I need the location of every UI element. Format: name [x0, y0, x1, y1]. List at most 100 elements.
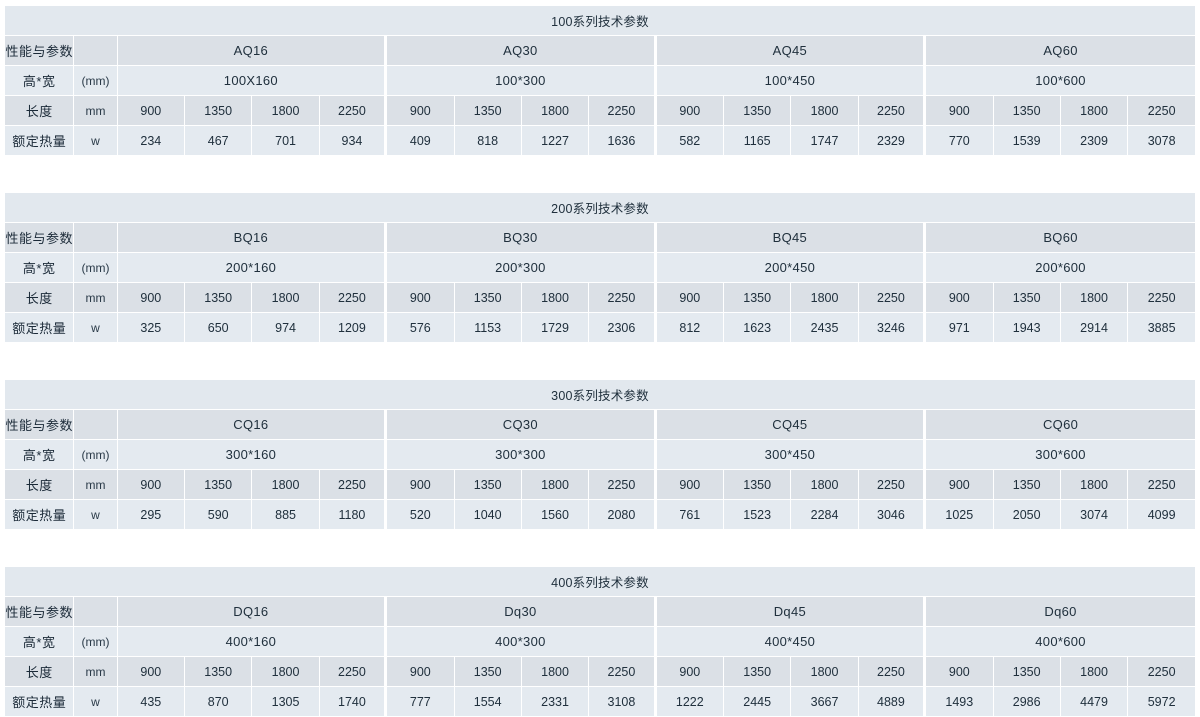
size-value: 100*600	[926, 66, 1195, 95]
row-unit-performance	[74, 410, 117, 439]
heat-value: 812	[656, 313, 723, 342]
row-unit-heat: w	[74, 126, 117, 155]
length-value: 900	[387, 283, 454, 312]
length-value: 900	[656, 96, 723, 125]
size-value: 400*450	[656, 627, 926, 656]
length-value: 2250	[589, 470, 656, 499]
heat-value: 3246	[858, 313, 926, 342]
row-label-heat: 额定热量	[5, 313, 74, 342]
length-value: 900	[926, 657, 993, 686]
heat-value: 4099	[1128, 500, 1195, 529]
row-label-size: 高*宽	[5, 440, 74, 469]
heat-value: 1539	[993, 126, 1060, 155]
size-row: 高*宽 (mm) 200*160 200*300 200*450 200*600	[5, 253, 1195, 282]
length-value: 1350	[185, 657, 252, 686]
heat-value: 2986	[993, 687, 1060, 716]
spec-table: 200系列技术参数 性能与参数 BQ16 BQ30 BQ45 BQ60 高*宽 (mm) 200…	[4, 192, 1196, 343]
heat-value: 1222	[656, 687, 723, 716]
size-value: 100X160	[117, 66, 387, 95]
length-value: 900	[656, 283, 723, 312]
length-value: 900	[387, 96, 454, 125]
model-name: AQ45	[656, 36, 926, 65]
length-value: 2250	[589, 657, 656, 686]
length-value: 900	[926, 470, 993, 499]
length-value: 1800	[252, 96, 319, 125]
length-value: 1350	[185, 96, 252, 125]
heat-value: 2080	[589, 500, 656, 529]
length-value: 1350	[993, 657, 1060, 686]
heat-value: 770	[926, 126, 993, 155]
row-label-heat: 额定热量	[5, 687, 74, 716]
length-value: 1800	[791, 283, 858, 312]
size-row: 高*宽 (mm) 400*160 400*300 400*450 400*600	[5, 627, 1195, 656]
model-name: BQ60	[926, 223, 1195, 252]
heat-value: 1305	[252, 687, 319, 716]
table-title: 400系列技术参数	[5, 567, 1195, 596]
heat-value: 934	[319, 126, 387, 155]
length-value: 1350	[185, 283, 252, 312]
table-title-row: 200系列技术参数	[5, 193, 1195, 222]
length-value: 2250	[319, 657, 387, 686]
row-label-heat: 额定热量	[5, 500, 74, 529]
heat-row: 额定热量 w 435 870 1305 1740 777 1554 2331 3108 1222 24…	[5, 687, 1195, 716]
heat-value: 3078	[1128, 126, 1195, 155]
heat-value: 520	[387, 500, 454, 529]
heat-value: 3885	[1128, 313, 1195, 342]
length-value: 1800	[791, 96, 858, 125]
model-name: Dq60	[926, 597, 1195, 626]
spec-table: 100系列技术参数 性能与参数 AQ16 AQ30 AQ45 AQ60 高*宽 (mm) 100…	[4, 5, 1196, 156]
table-title-row: 100系列技术参数	[5, 6, 1195, 35]
heat-value: 1493	[926, 687, 993, 716]
heat-value: 885	[252, 500, 319, 529]
length-value: 2250	[858, 96, 926, 125]
length-row: 长度 mm 900 1350 1800 2250 900 1350 1800 2250 900 135…	[5, 657, 1195, 686]
model-row: 性能与参数 DQ16 Dq30 Dq45 Dq60	[5, 597, 1195, 626]
length-value: 1350	[724, 470, 791, 499]
table-title-row: 300系列技术参数	[5, 380, 1195, 409]
row-label-length: 长度	[5, 283, 74, 312]
size-value: 200*600	[926, 253, 1195, 282]
length-value: 1350	[724, 283, 791, 312]
length-value: 900	[387, 657, 454, 686]
model-row: 性能与参数 BQ16 BQ30 BQ45 BQ60	[5, 223, 1195, 252]
heat-value: 1209	[319, 313, 387, 342]
heat-value: 325	[117, 313, 184, 342]
length-value: 900	[117, 96, 184, 125]
row-label-performance: 性能与参数	[5, 36, 74, 65]
table-title: 300系列技术参数	[5, 380, 1195, 409]
heat-value: 818	[454, 126, 521, 155]
heat-value: 2914	[1060, 313, 1128, 342]
length-value: 1800	[521, 657, 589, 686]
heat-row: 额定热量 w 295 590 885 1180 520 1040 1560 2080 761 1523…	[5, 500, 1195, 529]
length-row: 长度 mm 900 1350 1800 2250 900 1350 1800 2250 900 135…	[5, 96, 1195, 125]
heat-value: 1943	[993, 313, 1060, 342]
length-value: 2250	[589, 96, 656, 125]
length-value: 1350	[993, 470, 1060, 499]
model-name: BQ16	[117, 223, 387, 252]
heat-value: 1740	[319, 687, 387, 716]
row-label-performance: 性能与参数	[5, 597, 74, 626]
heat-value: 3667	[791, 687, 858, 716]
row-label-length: 长度	[5, 657, 74, 686]
spec-table: 400系列技术参数 性能与参数 DQ16 Dq30 Dq45 Dq60 高*宽 (mm) 400…	[4, 566, 1196, 717]
heat-value: 1180	[319, 500, 387, 529]
length-value: 900	[117, 657, 184, 686]
length-value: 1800	[521, 96, 589, 125]
length-row: 长度 mm 900 1350 1800 2250 900 1350 1800 2250 900 135…	[5, 470, 1195, 499]
length-value: 1350	[724, 96, 791, 125]
length-value: 1350	[993, 283, 1060, 312]
size-value: 200*160	[117, 253, 387, 282]
heat-value: 2435	[791, 313, 858, 342]
length-value: 1350	[724, 657, 791, 686]
heat-value: 582	[656, 126, 723, 155]
row-unit-length: mm	[74, 96, 117, 125]
row-unit-performance	[74, 597, 117, 626]
length-value: 2250	[319, 283, 387, 312]
model-name: BQ30	[387, 223, 656, 252]
length-value: 1800	[1060, 657, 1128, 686]
length-value: 2250	[858, 470, 926, 499]
model-name: Dq30	[387, 597, 656, 626]
length-value: 1800	[1060, 470, 1128, 499]
heat-row: 额定热量 w 234 467 701 934 409 818 1227 1636 582 1165 17…	[5, 126, 1195, 155]
table-title: 100系列技术参数	[5, 6, 1195, 35]
